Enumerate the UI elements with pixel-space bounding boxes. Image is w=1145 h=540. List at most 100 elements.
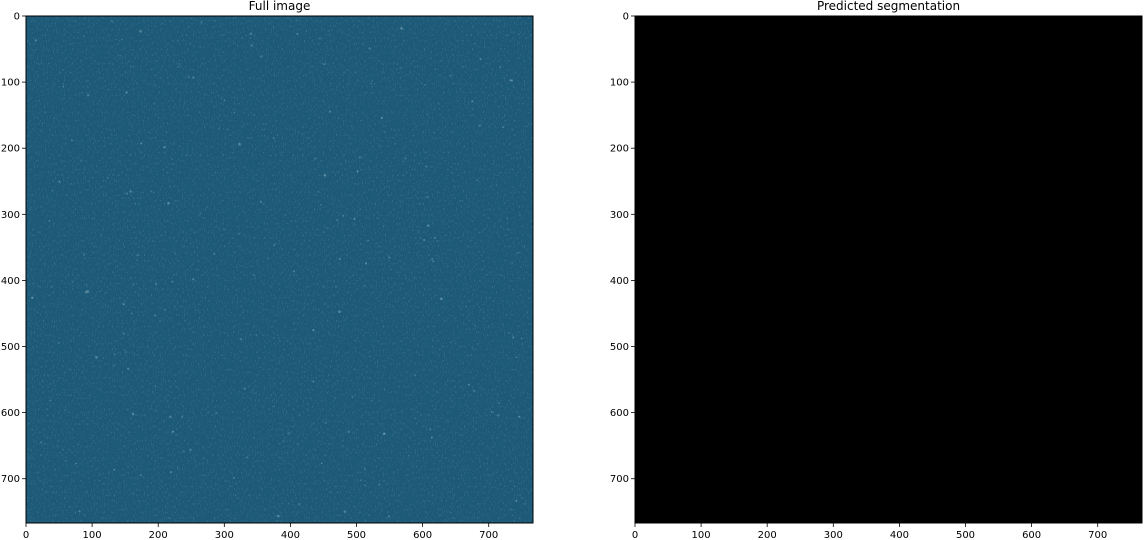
y-tick-label: 400: [1, 276, 20, 287]
y-tick-label: 200: [610, 144, 629, 155]
speckle: [296, 78, 298, 80]
x-tick-label: 100: [83, 530, 102, 540]
speckle: [237, 492, 240, 494]
x-tick-label: 700: [479, 530, 498, 540]
speckle: [112, 364, 116, 367]
speckle: [323, 174, 327, 177]
speckle: [33, 50, 35, 52]
speckle: [313, 157, 317, 160]
speckle: [223, 99, 226, 102]
axes-predicted-segmentation: 0 100 200 300 400 500 600 700 0 100 200 300 400 500 6…: [610, 12, 1143, 540]
speckle: [85, 283, 88, 286]
speckle: [367, 239, 369, 242]
speckle: [524, 502, 527, 506]
speckle: [125, 192, 128, 195]
x-tick-label: 700: [1088, 530, 1107, 540]
speckle: [31, 296, 34, 300]
speckle: [287, 432, 290, 435]
speckle: [119, 55, 121, 57]
speckle: [277, 514, 280, 518]
y-tick-label: 300: [610, 210, 629, 221]
y-tick-label: 0: [623, 12, 629, 23]
y-axis-ticks: 0 100 200 300 400 500 600 700: [610, 12, 635, 485]
speckle: [125, 91, 128, 94]
speckle: [84, 290, 88, 294]
speckle: [183, 450, 185, 452]
speckle: [302, 133, 304, 135]
speckle: [312, 329, 315, 332]
speckle: [483, 324, 485, 326]
y-tick-label: 700: [1, 474, 20, 485]
speckle: [95, 356, 98, 359]
speckle: [468, 383, 470, 386]
speckle: [233, 233, 235, 235]
speckle: [132, 283, 135, 286]
speckle: [496, 184, 497, 186]
speckle: [259, 55, 263, 58]
speckle: [232, 476, 235, 479]
speckle: [325, 421, 327, 424]
speckle: [154, 385, 157, 387]
speckle: [400, 410, 403, 413]
speckle: [86, 289, 89, 293]
speckle: [157, 162, 159, 164]
speckle: [154, 314, 157, 317]
speckle: [114, 353, 116, 356]
speckle: [273, 137, 275, 140]
speckle: [278, 360, 281, 363]
speckle: [136, 253, 140, 257]
speckle: [44, 478, 46, 480]
speckle: [46, 408, 48, 410]
speckle: [48, 220, 51, 222]
image-segmentation-mask: [635, 16, 1142, 523]
x-axis-ticks: 0 100 200 300 400 500 600 700: [23, 523, 498, 540]
speckle: [387, 515, 391, 518]
x-tick-label: 200: [758, 530, 777, 540]
speckle: [442, 253, 444, 254]
speckle: [427, 419, 430, 421]
speckle: [40, 129, 42, 132]
speckle: [473, 390, 475, 392]
x-tick-label: 500: [956, 530, 975, 540]
speckle: [187, 76, 190, 78]
x-axis-ticks: 0 100 200 300 400 500 600 700: [632, 523, 1107, 540]
speckle: [282, 440, 285, 443]
speckle: [383, 226, 385, 228]
y-tick-label: 600: [1, 408, 20, 419]
x-tick-label: 300: [215, 530, 234, 540]
speckle: [305, 30, 308, 32]
speckle: [378, 483, 381, 486]
speckle: [280, 154, 283, 157]
panel-predicted-segmentation: Predicted segmentation 0 100 200 300 400 500 6…: [610, 0, 1143, 540]
speckle: [79, 159, 83, 162]
speckle: [124, 350, 127, 354]
speckle: [174, 252, 176, 254]
speckle: [427, 224, 430, 227]
speckle: [379, 145, 381, 147]
speckle: [362, 44, 364, 46]
speckle: [369, 142, 371, 144]
speckle: [479, 58, 482, 61]
speckle: [238, 142, 241, 146]
speckle: [343, 510, 346, 513]
speckle: [511, 262, 514, 264]
speckle: [369, 224, 371, 226]
x-tick-label: 200: [149, 530, 168, 540]
speckle: [192, 277, 195, 281]
x-tick-label: 600: [1022, 530, 1041, 540]
speckle: [401, 462, 404, 465]
speckle: [166, 442, 168, 444]
panel-title-full-image: Full image: [249, 0, 311, 13]
speckle: [328, 30, 330, 32]
speckle: [355, 149, 357, 151]
speckle: [78, 510, 81, 513]
speckle: [375, 444, 377, 446]
speckle: [518, 415, 521, 418]
speckle: [249, 32, 253, 36]
speckle: [35, 152, 38, 155]
speckle: [189, 448, 192, 451]
speckle: [423, 239, 426, 241]
speckle: [449, 74, 452, 78]
speckle: [456, 266, 458, 268]
speckle: [139, 233, 141, 235]
